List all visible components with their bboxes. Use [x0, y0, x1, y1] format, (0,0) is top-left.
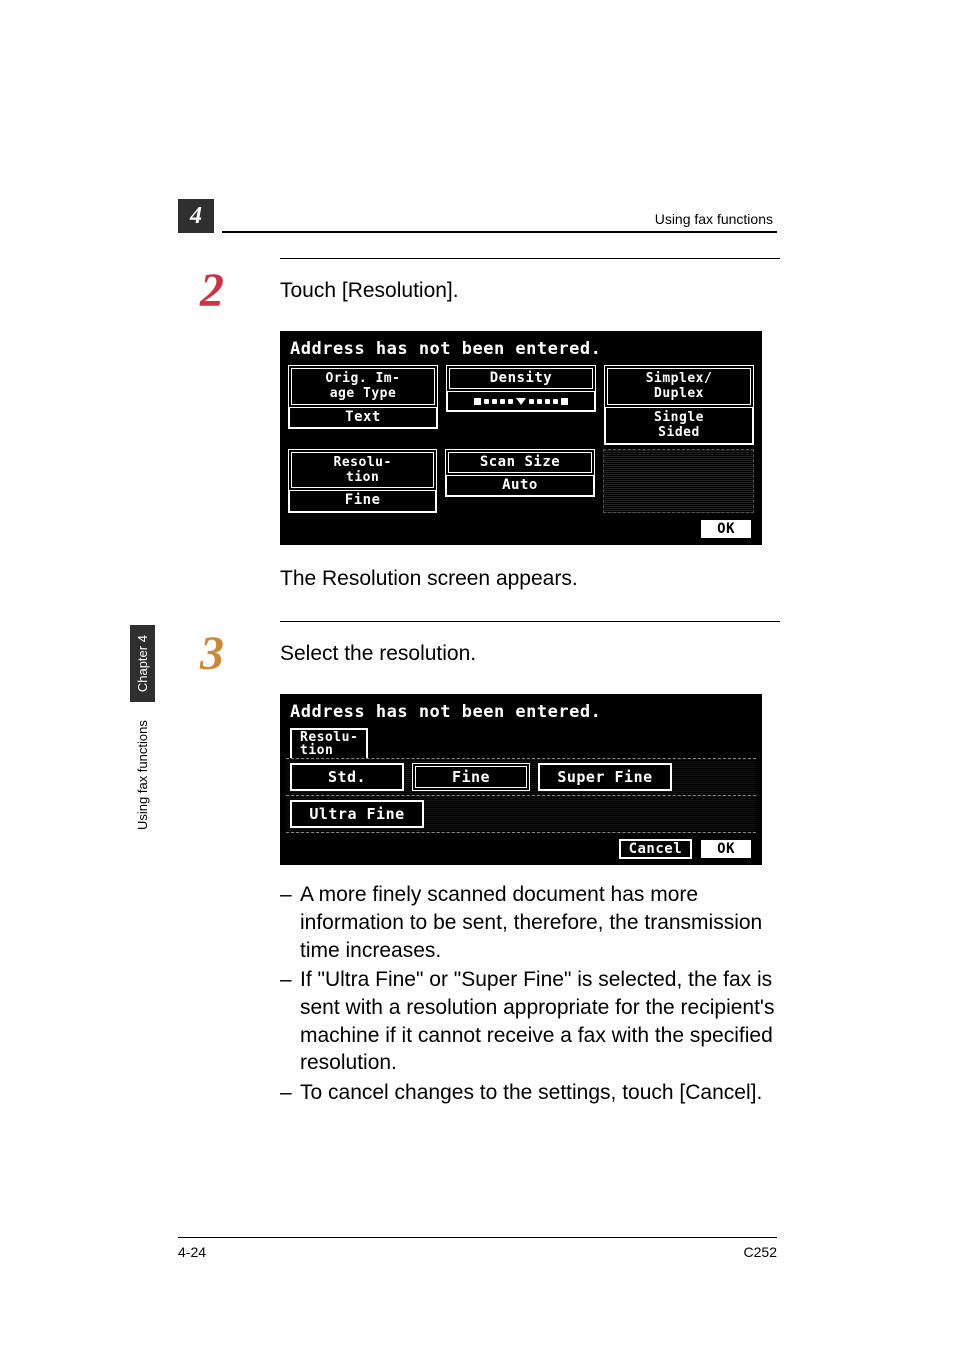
running-head: Using fax functions: [655, 211, 777, 227]
lcd-panel-settings: Address has not been entered. Orig. Im-a…: [280, 331, 762, 545]
step-number-2: 2: [200, 267, 260, 315]
side-section-label: Using fax functions: [135, 720, 150, 830]
footer-rule: [178, 1237, 777, 1238]
header-rule: [222, 231, 777, 233]
step-3-text: Select the resolution.: [260, 636, 780, 668]
orig-image-type-button[interactable]: Orig. Im-age Type: [288, 365, 438, 408]
scan-size-button[interactable]: Scan Size: [445, 449, 594, 476]
list-item: – To cancel changes to the settings, tou…: [280, 1079, 780, 1107]
scan-size-value: Auto: [445, 476, 594, 497]
note-2: If "Ultra Fine" or "Super Fine" is selec…: [300, 966, 780, 1077]
list-item: – A more finely scanned document has mor…: [280, 881, 780, 964]
page-number: 4-24: [178, 1244, 206, 1260]
resolution-option-super-fine[interactable]: Super Fine: [538, 763, 672, 791]
resolution-screen-appears-text: The Resolution screen appears.: [280, 565, 780, 593]
step-2-text: Touch [Resolution].: [260, 273, 780, 305]
lcd1-ok-button[interactable]: OK: [700, 519, 752, 539]
list-item: – If "Ultra Fine" or "Super Fine" is sel…: [280, 966, 780, 1077]
resolution-option-std[interactable]: Std.: [290, 763, 404, 791]
model-number: C252: [744, 1244, 777, 1260]
step-rule: [280, 258, 780, 259]
lcd2-status: Address has not been entered.: [286, 700, 756, 728]
step-number-3: 3: [200, 630, 260, 678]
lcd2-ok-button[interactable]: OK: [700, 839, 752, 859]
lcd-panel-resolution: Address has not been entered. Resolu-tio…: [280, 694, 762, 865]
resolution-button[interactable]: Resolu-tion: [288, 449, 437, 492]
note-3: To cancel changes to the settings, touch…: [300, 1079, 780, 1107]
lcd2-cancel-button[interactable]: Cancel: [619, 839, 693, 859]
resolution-value: Fine: [288, 491, 437, 512]
simplex-duplex-value: SingleSided: [604, 408, 754, 445]
note-1: A more finely scanned document has more …: [300, 881, 780, 964]
density-value: [446, 392, 596, 412]
resolution-option-fine[interactable]: Fine: [412, 763, 530, 791]
side-chapter-box: Chapter 4: [130, 625, 155, 702]
resolution-tab: Resolu-tion: [290, 728, 368, 758]
density-indicator: [450, 394, 592, 408]
resolution-option-ultra-fine[interactable]: Ultra Fine: [290, 800, 424, 828]
orig-image-type-value: Text: [288, 408, 438, 429]
lcd1-status: Address has not been entered.: [286, 337, 756, 365]
notes-list: – A more finely scanned document has mor…: [280, 881, 780, 1107]
simplex-duplex-button[interactable]: Simplex/Duplex: [604, 365, 754, 408]
chapter-number-box: 4: [178, 199, 214, 233]
step-rule: [280, 621, 780, 622]
density-button[interactable]: Density: [446, 365, 596, 392]
